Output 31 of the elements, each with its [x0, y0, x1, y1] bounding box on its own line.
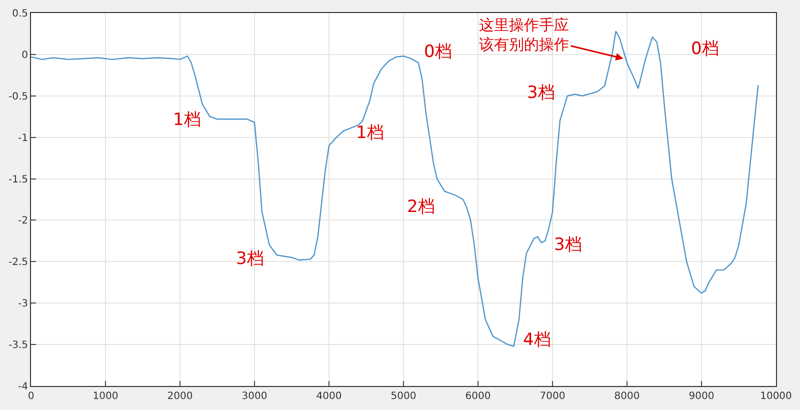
annotation: 0档 — [424, 42, 452, 62]
annotation: 1档 — [356, 123, 384, 143]
y-tick-label: -1.5 — [8, 174, 28, 186]
annotation: 3档 — [527, 83, 555, 103]
annotation: 3档 — [554, 235, 582, 255]
annotation: 2档 — [407, 197, 435, 217]
x-tick-label: 1000 — [92, 391, 118, 402]
x-tick-label: 10000 — [760, 391, 792, 402]
y-tick-label: -4 — [18, 382, 28, 392]
y-tick-label: -2 — [18, 216, 28, 227]
x-tick-label: 2000 — [167, 391, 193, 402]
y-tick-label: -3 — [18, 298, 28, 310]
y-tick-label: 0 — [22, 50, 28, 61]
y-tick-label: -3.5 — [8, 340, 28, 352]
y-tick-label: -2.5 — [8, 257, 28, 268]
annotation: 4档 — [523, 330, 551, 350]
y-tick-label: -0.5 — [8, 91, 28, 102]
x-tick-label: 9000 — [688, 391, 714, 402]
annotation: 3档 — [236, 249, 264, 269]
annotation: 这里操作手应该有别的操作 — [479, 16, 569, 54]
annotation: 0档 — [691, 39, 719, 59]
annotation: 1档 — [173, 110, 201, 130]
y-tick-label: -1 — [18, 132, 28, 144]
x-tick-label: 4000 — [316, 391, 342, 402]
x-tick-label: 3000 — [242, 391, 268, 402]
line-series — [31, 30, 759, 347]
x-tick-label: 6000 — [465, 391, 491, 402]
x-tick-label: 8000 — [614, 391, 640, 402]
x-tick-label: 7000 — [540, 391, 566, 402]
x-tick-label: 5000 — [390, 391, 416, 402]
y-tick-label: 0.5 — [12, 8, 28, 20]
